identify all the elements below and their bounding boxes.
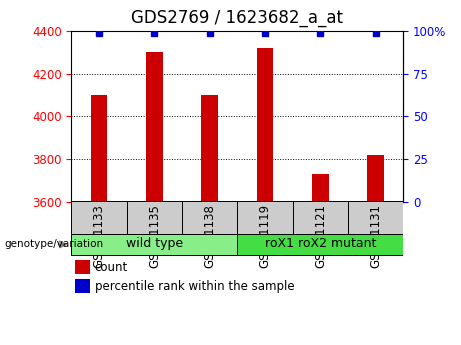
- Bar: [75, 279, 90, 293]
- Bar: [257, 48, 273, 202]
- Text: GSM91138: GSM91138: [203, 204, 216, 268]
- Text: GSM91135: GSM91135: [148, 204, 161, 268]
- Bar: [348, 201, 403, 234]
- Bar: [237, 201, 293, 234]
- Text: GSM91119: GSM91119: [259, 204, 272, 268]
- Text: count: count: [95, 261, 128, 274]
- Bar: [146, 52, 163, 202]
- Text: roX1 roX2 mutant: roX1 roX2 mutant: [265, 237, 376, 250]
- Text: GSM91131: GSM91131: [369, 204, 382, 268]
- Bar: [71, 201, 127, 234]
- Bar: [293, 201, 348, 234]
- Bar: [91, 95, 107, 202]
- Text: GSM91133: GSM91133: [93, 204, 106, 268]
- Text: wild type: wild type: [126, 237, 183, 250]
- Bar: [367, 155, 384, 202]
- Bar: [182, 201, 237, 234]
- Text: genotype/variation: genotype/variation: [5, 239, 104, 249]
- Text: percentile rank within the sample: percentile rank within the sample: [95, 280, 294, 293]
- Bar: [237, 234, 403, 255]
- Bar: [312, 174, 329, 202]
- Bar: [127, 201, 182, 234]
- Bar: [71, 234, 237, 255]
- Text: GSM91121: GSM91121: [314, 204, 327, 268]
- Bar: [75, 260, 90, 275]
- Title: GDS2769 / 1623682_a_at: GDS2769 / 1623682_a_at: [131, 9, 343, 27]
- Bar: [201, 95, 218, 202]
